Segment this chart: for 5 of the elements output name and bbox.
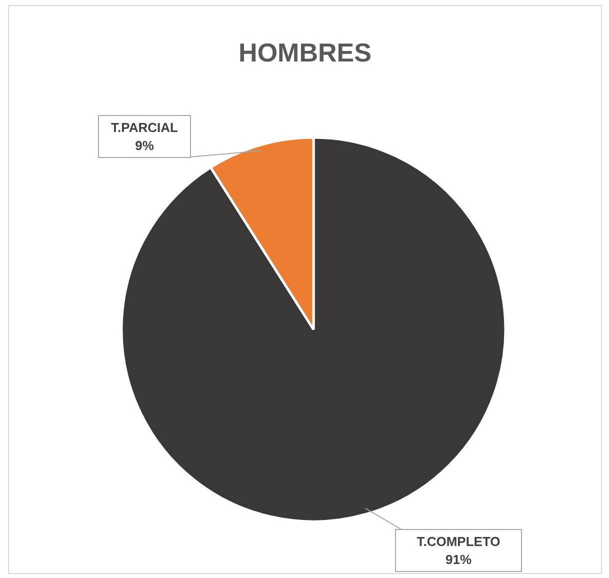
data-label: 9% xyxy=(135,138,154,153)
slice-label: T.PARCIAL xyxy=(111,120,178,135)
chart-title: HOMBRES xyxy=(238,38,372,68)
slice-label: T.COMPLETO xyxy=(416,534,500,549)
data-label: 91% xyxy=(445,552,472,567)
